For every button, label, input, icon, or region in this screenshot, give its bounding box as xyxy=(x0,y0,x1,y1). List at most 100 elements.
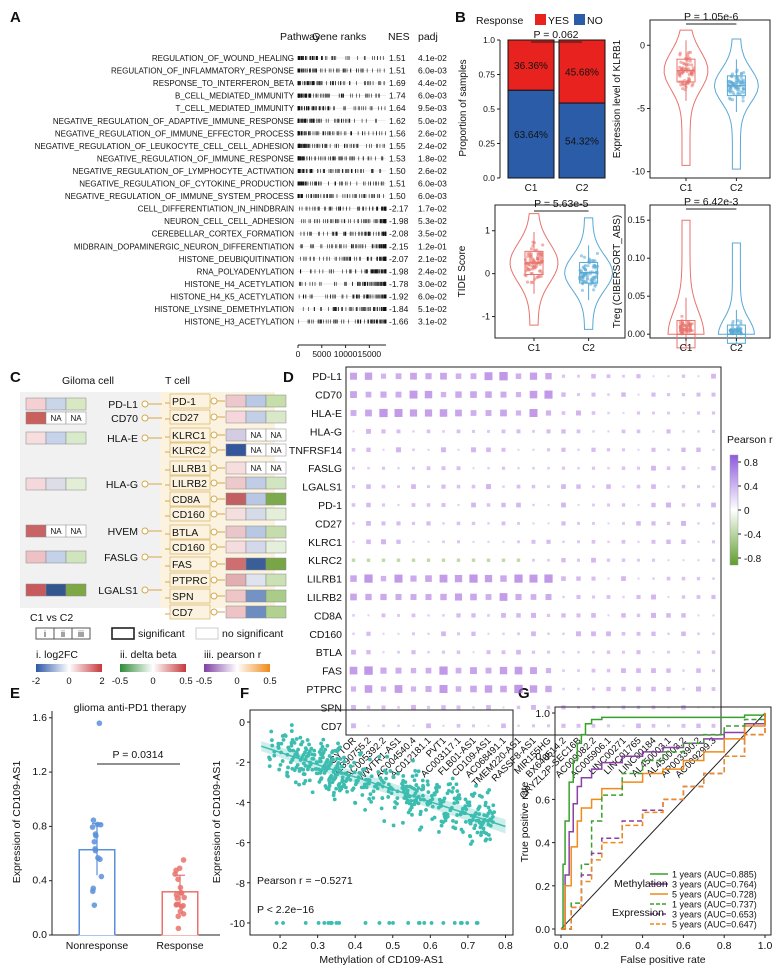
heatmap-cell xyxy=(411,503,416,507)
data-point xyxy=(174,895,181,902)
pathway-label: HISTONE_DEUBIQUITINATION xyxy=(179,255,294,264)
heatmap-cell xyxy=(696,503,701,507)
heatmap-cell xyxy=(381,503,386,507)
pathway-label: MIDBRAIN_DOPAMINERGIC_NEURON_DIFFERENTIA… xyxy=(74,242,294,251)
y-tick-label: -4 xyxy=(236,797,245,809)
tcell-cell-na xyxy=(265,428,287,442)
receptor-connector xyxy=(210,528,218,536)
heatmap-cell xyxy=(352,466,355,470)
ligand-label: CD70 xyxy=(111,413,138,425)
y-tick-label: 0.05 xyxy=(627,291,645,301)
scatter-point xyxy=(490,814,495,819)
scale-tick-label: -0.5 xyxy=(112,676,128,687)
heatmap-cell xyxy=(711,411,716,415)
heatmap-cell xyxy=(637,577,640,580)
y-axis-label: True positive rate xyxy=(519,781,531,862)
x-tick-label: 0.8 xyxy=(717,940,732,952)
scale-tick-label: 0 xyxy=(66,676,71,687)
violin-point xyxy=(739,319,743,323)
heatmap-cell xyxy=(472,651,475,654)
pathway-label: T_CELL_MEDIATED_IMMUNITY xyxy=(175,104,294,113)
heatmap-cell xyxy=(349,666,358,675)
scatter-point xyxy=(412,778,417,783)
scatter-point xyxy=(354,780,359,785)
heatmap-cell xyxy=(411,650,416,655)
heatmap-cell xyxy=(547,466,550,470)
violin-point xyxy=(585,276,589,280)
data-point xyxy=(90,817,97,823)
scatter-point xyxy=(395,801,399,806)
scatter-point xyxy=(389,791,394,796)
heatmap-cell xyxy=(621,613,626,618)
scatter-point xyxy=(400,786,405,790)
heatmap-cell xyxy=(456,650,461,654)
heatmap-cell xyxy=(636,411,641,415)
ligand-connector xyxy=(141,527,149,535)
heatmap-cell xyxy=(547,522,550,525)
category-label: C2 xyxy=(576,183,589,194)
category-label: C1 xyxy=(528,343,541,354)
scatter-point xyxy=(468,834,473,839)
receptor-box xyxy=(169,409,211,425)
heatmap-cell xyxy=(681,484,686,489)
heatmap-cell xyxy=(485,594,492,600)
heatmap-cell xyxy=(711,540,716,544)
pathway-label: HISTONE_LYSINE_DEMETHYLATION xyxy=(154,305,294,314)
heatmap-cell xyxy=(440,593,447,601)
receptor-label: KLRC1 xyxy=(172,430,206,442)
receptor-connector xyxy=(210,479,218,487)
violin-point xyxy=(528,267,532,271)
heatmap-cell xyxy=(532,466,535,470)
scatter-point xyxy=(334,772,339,777)
scatter-point xyxy=(438,800,443,805)
heatmap-cell xyxy=(637,504,640,506)
y-tick-label: -6 xyxy=(236,838,245,850)
scatter-point xyxy=(465,921,470,925)
scatter-point xyxy=(377,754,382,759)
violin-point xyxy=(690,84,694,88)
scatter-point xyxy=(467,818,472,823)
heatmap-cell xyxy=(652,411,655,415)
heatmap-cell xyxy=(591,539,596,544)
scatter-point xyxy=(307,742,311,747)
heatmap-cell xyxy=(425,575,432,582)
tcell-cell xyxy=(265,557,287,571)
heatmap-cell xyxy=(530,667,537,675)
scatter-point xyxy=(344,785,348,790)
scatter-point xyxy=(326,921,331,925)
receptor-connector xyxy=(210,413,218,421)
heatmap-cell xyxy=(666,539,671,545)
violin-point xyxy=(524,265,529,269)
receptor-box xyxy=(169,506,211,522)
glioma-cell xyxy=(25,524,47,538)
scatter-point xyxy=(301,761,306,766)
violin-point xyxy=(582,265,586,269)
heatmap-cell xyxy=(502,706,505,709)
heatmap-cell xyxy=(561,466,566,470)
violin-point xyxy=(685,327,689,331)
heatmap-cell xyxy=(545,685,552,693)
heatmap-cell xyxy=(621,558,626,562)
scatter-point xyxy=(426,782,430,787)
heatmap-cell xyxy=(427,485,430,489)
pathway-label: NEGATIVE_REGULATION_OF_IMMUNE_EFFECTOR_P… xyxy=(55,129,294,138)
heatmap-cell xyxy=(712,448,715,451)
heatmap-cell xyxy=(426,466,431,471)
scatter-point xyxy=(367,796,372,801)
heatmap-cell xyxy=(470,593,477,601)
violin-point xyxy=(582,255,587,259)
heatmap-cell xyxy=(532,558,535,562)
heatmap-cell xyxy=(366,705,371,710)
scatter-point xyxy=(369,799,374,804)
violin-point xyxy=(739,327,743,331)
violin-point xyxy=(579,269,584,273)
tcell-cell xyxy=(245,573,267,587)
tcell-cell xyxy=(225,461,247,475)
heatmap-cell xyxy=(456,429,461,434)
scale-tick-label: -0.5 xyxy=(196,676,212,687)
heatmap-cell xyxy=(531,631,536,637)
heatmap-cell xyxy=(622,595,625,599)
scatter-point xyxy=(352,770,357,775)
bar-no-label: 63.64% xyxy=(514,130,548,141)
padj-value: 6.0e-03 xyxy=(418,91,447,101)
